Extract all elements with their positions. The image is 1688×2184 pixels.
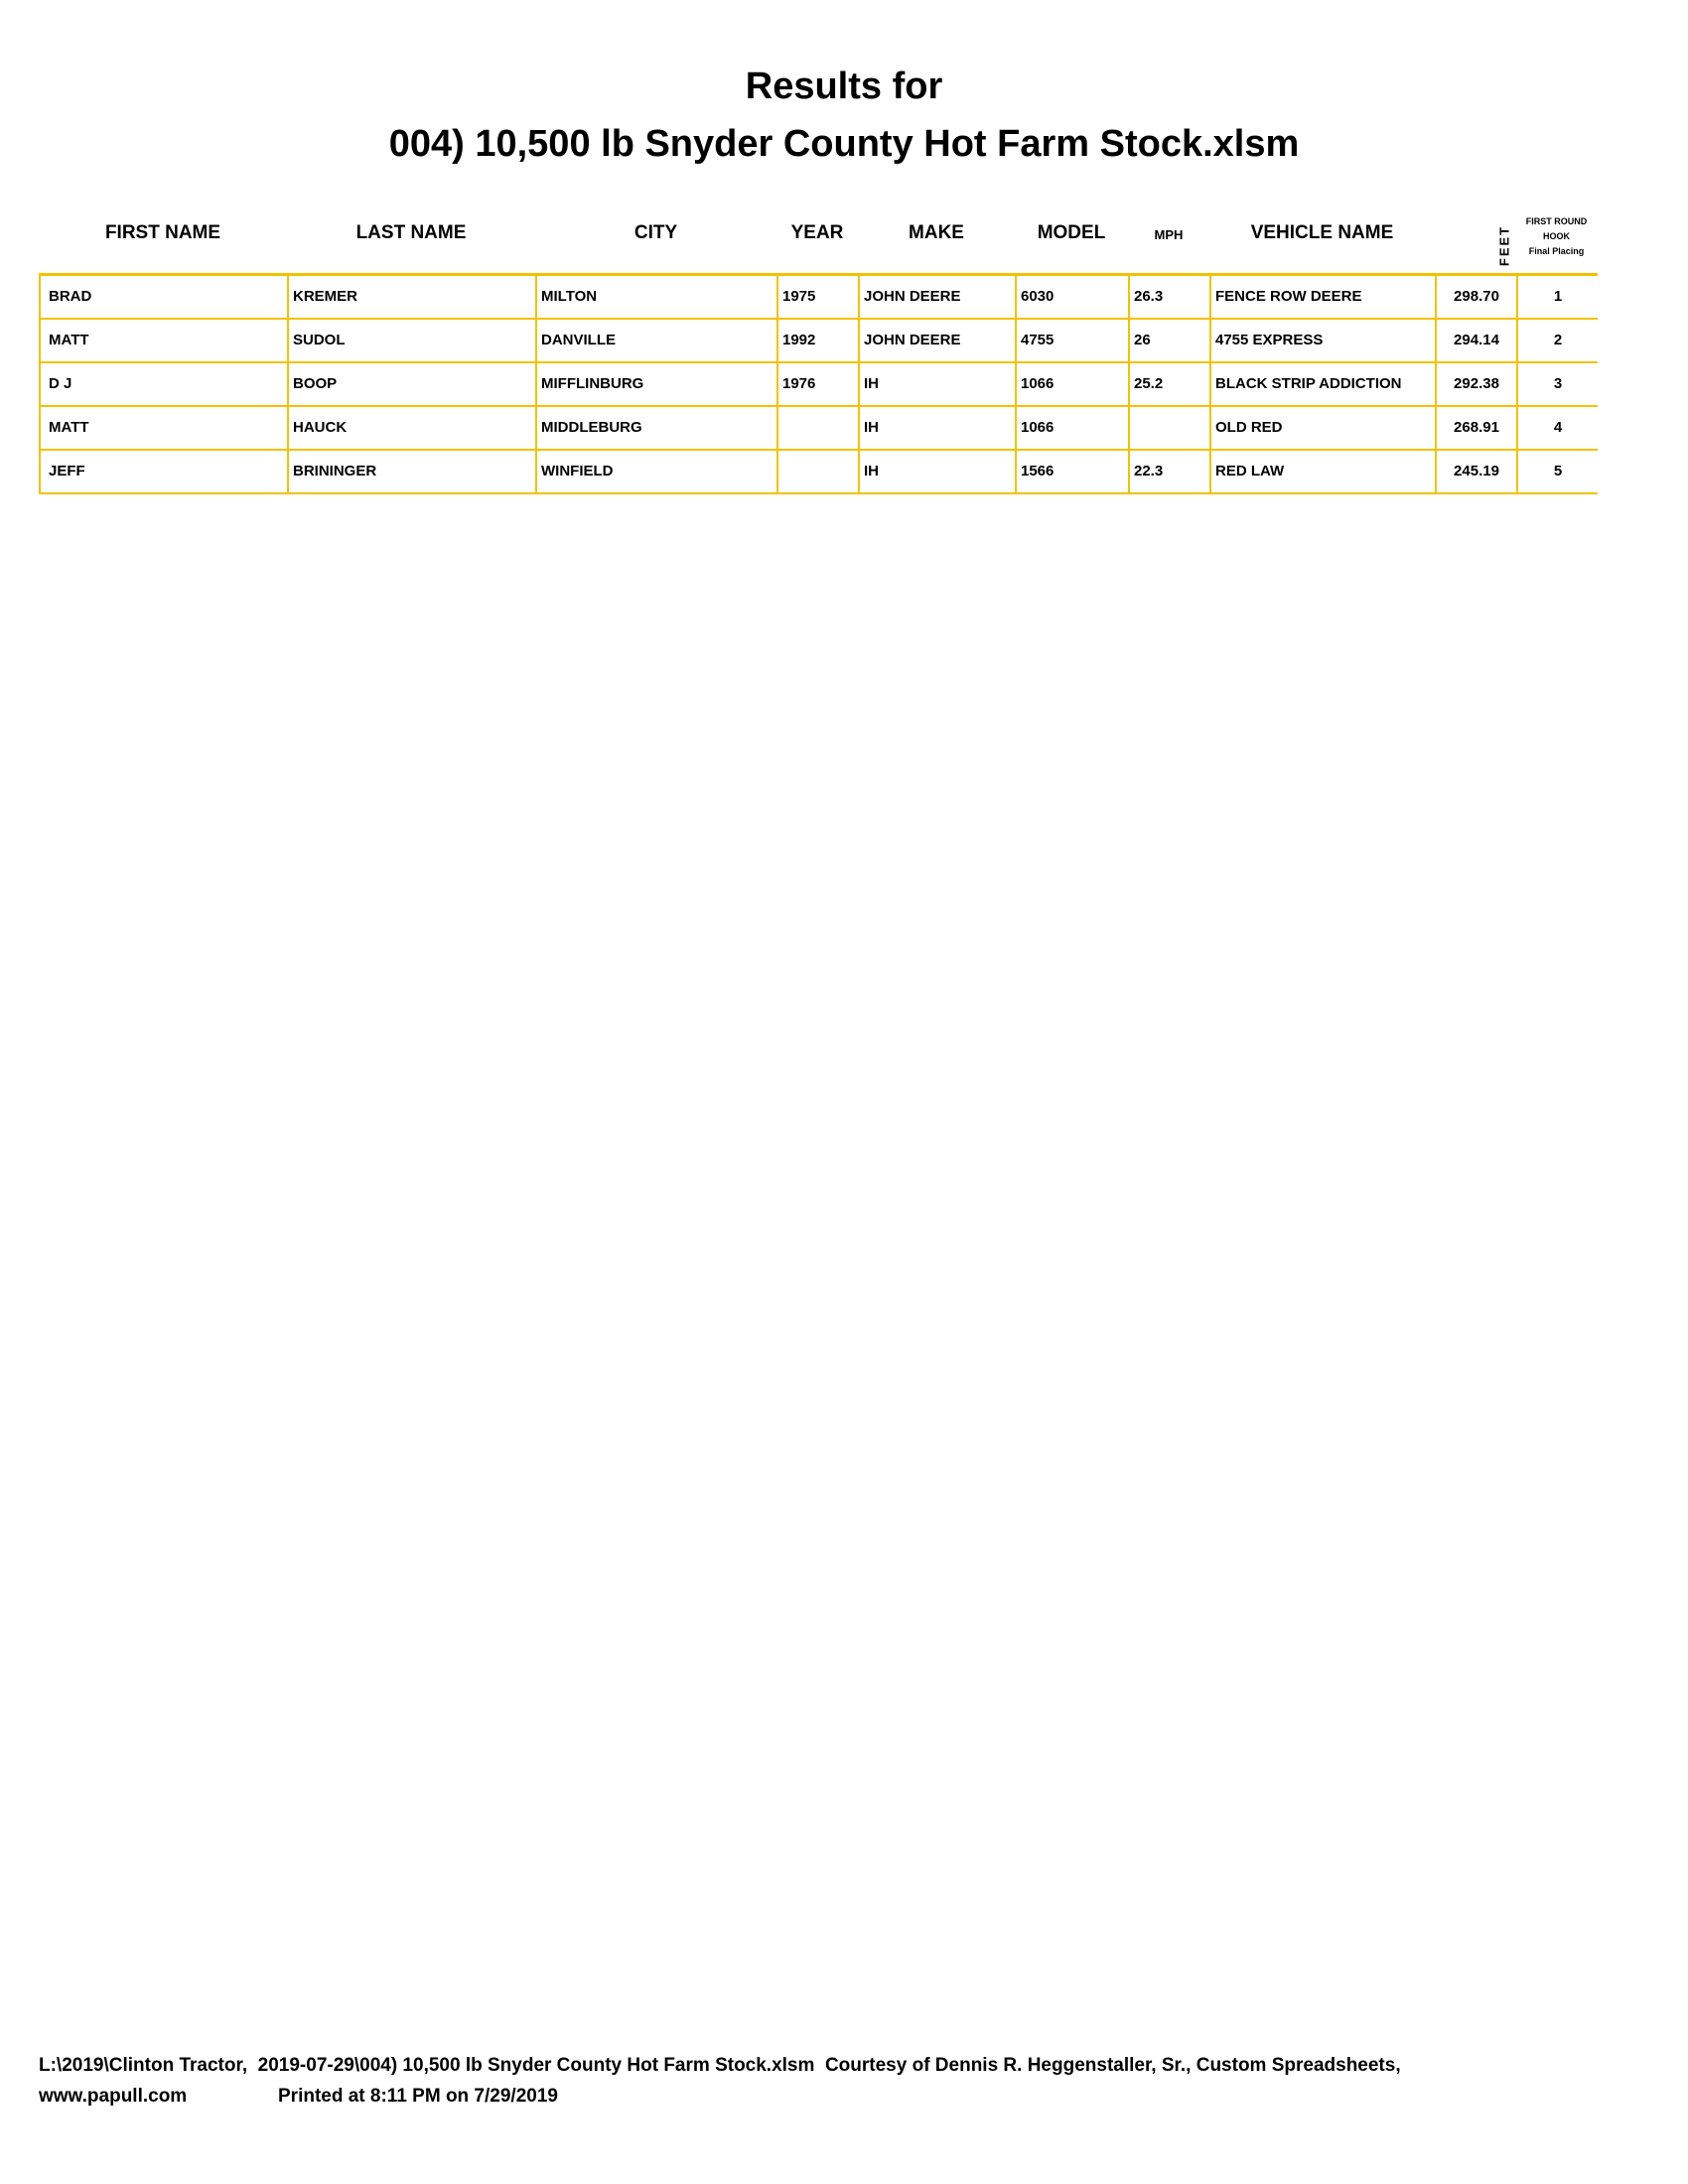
results-table: BRAD KREMER MILTON 1975 JOHN DEERE 6030 26.3 FE…	[39, 273, 1598, 494]
header-last-name: LAST NAME	[355, 222, 467, 243]
cell-first-name: MATT	[39, 318, 288, 363]
cell-make: JOHN DEERE	[858, 318, 1016, 363]
cell-vehicle-name: OLD RED	[1209, 405, 1436, 451]
cell-year: 1975	[776, 274, 859, 320]
cell-model: 1066	[1015, 361, 1129, 407]
cell-feet: 298.70	[1435, 274, 1517, 320]
cell-placing: 5	[1516, 449, 1598, 494]
cell-last-name: SUDOL	[287, 318, 536, 363]
cell-year	[776, 449, 859, 494]
cell-last-name: HAUCK	[287, 405, 536, 451]
header-model: MODEL	[1037, 222, 1106, 243]
table-row: BRAD KREMER MILTON 1975 JOHN DEERE 6030 26.3 FE…	[39, 274, 1598, 320]
cell-feet: 294.14	[1435, 318, 1517, 363]
cell-last-name: KREMER	[287, 274, 536, 320]
cell-make: IH	[858, 405, 1016, 451]
cell-city: DANVILLE	[535, 318, 777, 363]
cell-mph: 22.3	[1128, 449, 1210, 494]
header-year: YEAR	[790, 222, 844, 243]
header-city: CITY	[633, 222, 678, 243]
placing-line2: HOOK	[1543, 231, 1570, 241]
cell-model: 1566	[1015, 449, 1129, 494]
table-row: MATT SUDOL DANVILLE 1992 JOHN DEERE 4755 26 475…	[39, 318, 1598, 363]
header-placing: FIRST ROUND HOOK Final Placing	[1516, 214, 1597, 259]
file-title: 004) 10,500 lb Snyder County Hot Farm St…	[388, 123, 1300, 165]
table-row: MATT HAUCK MIDDLEBURG IH 1066 OLD RED 268.91 4	[39, 405, 1598, 451]
header-make: MAKE	[909, 222, 964, 243]
cell-year	[776, 405, 859, 451]
footer-path: L:\2019\Clinton Tractor, 2019-07-29\004)…	[39, 2055, 1401, 2076]
header-first-name: FIRST NAME	[104, 222, 221, 243]
cell-mph: 26.3	[1128, 274, 1210, 320]
cell-first-name: BRAD	[39, 274, 288, 320]
placing-line1: FIRST ROUND	[1525, 216, 1588, 226]
placing-line3: Final Placing	[1528, 246, 1585, 256]
cell-model: 4755	[1015, 318, 1129, 363]
cell-vehicle-name: RED LAW	[1209, 449, 1436, 494]
cell-vehicle-name: BLACK STRIP ADDICTION	[1209, 361, 1436, 407]
cell-mph: 26	[1128, 318, 1210, 363]
cell-first-name: MATT	[39, 405, 288, 451]
cell-year: 1976	[776, 361, 859, 407]
cell-city: MIDDLEBURG	[535, 405, 777, 451]
cell-make: JOHN DEERE	[858, 274, 1016, 320]
cell-model: 6030	[1015, 274, 1129, 320]
cell-make: IH	[858, 449, 1016, 494]
cell-placing: 4	[1516, 405, 1598, 451]
cell-last-name: BRININGER	[287, 449, 536, 494]
cell-year: 1992	[776, 318, 859, 363]
cell-first-name: D J	[39, 361, 288, 407]
cell-placing: 2	[1516, 318, 1598, 363]
cell-city: MIFFLINBURG	[535, 361, 777, 407]
cell-feet: 268.91	[1435, 405, 1517, 451]
cell-feet: 245.19	[1435, 449, 1517, 494]
cell-mph	[1128, 405, 1210, 451]
footer-website: www.papull.com	[39, 2086, 188, 2107]
table-row: D J BOOP MIFFLINBURG 1976 IH 1066 25.2 BLACK ST…	[39, 361, 1598, 407]
cell-last-name: BOOP	[287, 361, 536, 407]
cell-first-name: JEFF	[39, 449, 288, 494]
header-feet: FEET	[1496, 224, 1512, 267]
header-vehicle-name: VEHICLE NAME	[1250, 222, 1394, 243]
cell-make: IH	[858, 361, 1016, 407]
table-row: JEFF BRININGER WINFIELD IH 1566 22.3 RED LAW 24…	[39, 449, 1598, 494]
cell-mph: 25.2	[1128, 361, 1210, 407]
cell-placing: 3	[1516, 361, 1598, 407]
cell-model: 1066	[1015, 405, 1129, 451]
cell-feet: 292.38	[1435, 361, 1517, 407]
cell-vehicle-name: 4755 EXPRESS	[1209, 318, 1436, 363]
page-title: Results for	[745, 66, 943, 107]
cell-city: MILTON	[535, 274, 777, 320]
cell-city: WINFIELD	[535, 449, 777, 494]
header-mph: MPH	[1154, 227, 1184, 242]
cell-vehicle-name: FENCE ROW DEERE	[1209, 274, 1436, 320]
cell-placing: 1	[1516, 274, 1598, 320]
footer-printed: Printed at 8:11 PM on 7/29/2019	[278, 2086, 558, 2107]
